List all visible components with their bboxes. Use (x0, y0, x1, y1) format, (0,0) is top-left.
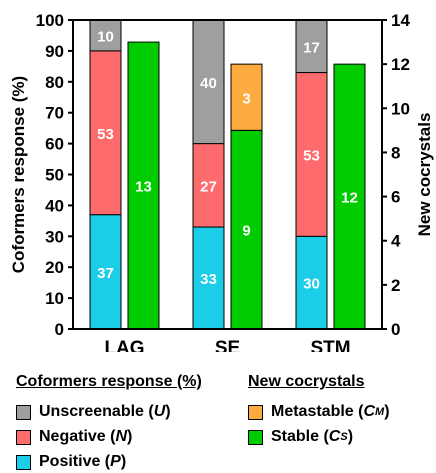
legend-label-positive: Positive ( (39, 453, 111, 470)
bar-label-stable-stm: 12 (341, 190, 358, 207)
legend-item-stable: Stable (C S) (248, 428, 353, 446)
left-axis-title: Coformers response (%) (9, 76, 28, 273)
legend-label-negative: Negative ( (39, 428, 116, 445)
legend-sub-stable: S (340, 431, 348, 443)
bar-negative-stm (295, 72, 328, 237)
bar-metastable-se (230, 63, 263, 131)
legend-title-response: Coformers response (%) (16, 373, 202, 390)
legend-swatch-metastable (248, 404, 263, 420)
legend-close-positive: ) (120, 453, 127, 470)
left-tick-label-40: 40 (45, 196, 64, 215)
legend-symbol-metastable: C (363, 403, 376, 420)
legend-swatch-positive (16, 454, 31, 470)
legend-title-cocrystals: New cocrystals (248, 373, 365, 390)
left-tick-label-90: 90 (45, 42, 64, 61)
left-tick-label-60: 60 (45, 135, 64, 154)
left-tick-label-100: 100 (36, 11, 64, 30)
bar-label-negative-stm: 53 (303, 147, 320, 164)
bar-label-unscreenable-se: 40 (200, 75, 217, 92)
legend-symbol-negative: N (115, 428, 128, 445)
right-tick-label-0: 0 (391, 320, 400, 339)
bar-unscreenable-stm (295, 19, 328, 74)
legend-label-unscreenable: Unscreenable ( (39, 403, 154, 420)
chart: 37531013LAG33274093SE30531712STM01020304… (9, 11, 434, 352)
bar-label-positive-lag: 37 (97, 265, 114, 282)
legend-swatch-stable (248, 429, 263, 445)
x-tick-stm: STM (310, 338, 350, 352)
bar-label-negative-se: 27 (200, 178, 217, 195)
bar-label-unscreenable-lag: 10 (97, 28, 114, 45)
bar-negative-se (192, 143, 225, 228)
right-tick-label-10: 10 (391, 99, 410, 118)
bar-stable-lag (127, 41, 160, 330)
legend-symbol-positive: P (110, 453, 121, 470)
bar-label-positive-se: 33 (200, 271, 217, 288)
bar-label-stable-se: 9 (242, 223, 250, 240)
legend-item-metastable: Metastable (C M) (248, 403, 390, 421)
right-tick-label-14: 14 (391, 11, 410, 30)
legend-close-negative: ) (127, 428, 133, 445)
left-tick-label-20: 20 (45, 258, 64, 277)
legend-label-stable: Stable ( (271, 428, 329, 445)
legend-close-stable: ) (347, 428, 354, 445)
bar-label-metastable-se: 3 (242, 90, 250, 107)
left-tick-label-0: 0 (55, 320, 64, 339)
bar-label-negative-lag: 53 (97, 126, 114, 143)
left-tick-label-50: 50 (45, 166, 64, 185)
legend-close-unscreenable: ) (165, 403, 171, 420)
legend-item-negative: Negative (N) (16, 428, 132, 446)
bar-unscreenable-se (192, 19, 225, 145)
left-tick-label-80: 80 (45, 73, 64, 92)
legend-swatch-negative (16, 429, 31, 445)
legend-item-positive: Positive (P) (16, 453, 126, 471)
x-tick-se: SE (215, 338, 240, 352)
left-tick-label-30: 30 (45, 227, 64, 246)
bar-positive-stm (295, 235, 328, 330)
legend-symbol-unscreenable: U (153, 403, 166, 420)
left-tick-label-70: 70 (45, 104, 64, 123)
legend-symbol-stable: C (328, 428, 341, 445)
bar-positive-lag (89, 214, 122, 330)
legend-swatch-unscreenable (16, 404, 31, 420)
right-axis-title: New cocrystals (415, 113, 434, 237)
bar-label-unscreenable-stm: 17 (303, 39, 320, 56)
bar-negative-lag (89, 50, 122, 216)
right-tick-label-8: 8 (391, 143, 400, 162)
right-tick-label-12: 12 (391, 55, 410, 74)
right-tick-label-6: 6 (391, 188, 400, 207)
legend-close-metastable: ) (384, 403, 390, 420)
left-tick-label-10: 10 (45, 289, 64, 308)
bar-label-stable-lag: 13 (135, 179, 152, 196)
x-tick-lag: LAG (104, 338, 144, 352)
legend-label-metastable: Metastable ( (271, 403, 364, 420)
bar-stable-se (230, 129, 263, 330)
right-tick-label-2: 2 (391, 276, 400, 295)
legend-sub-metastable: M (375, 406, 385, 418)
right-tick-label-4: 4 (391, 232, 401, 251)
bar-label-positive-stm: 30 (303, 276, 320, 293)
legend-item-unscreenable: Unscreenable (U) (16, 403, 171, 421)
